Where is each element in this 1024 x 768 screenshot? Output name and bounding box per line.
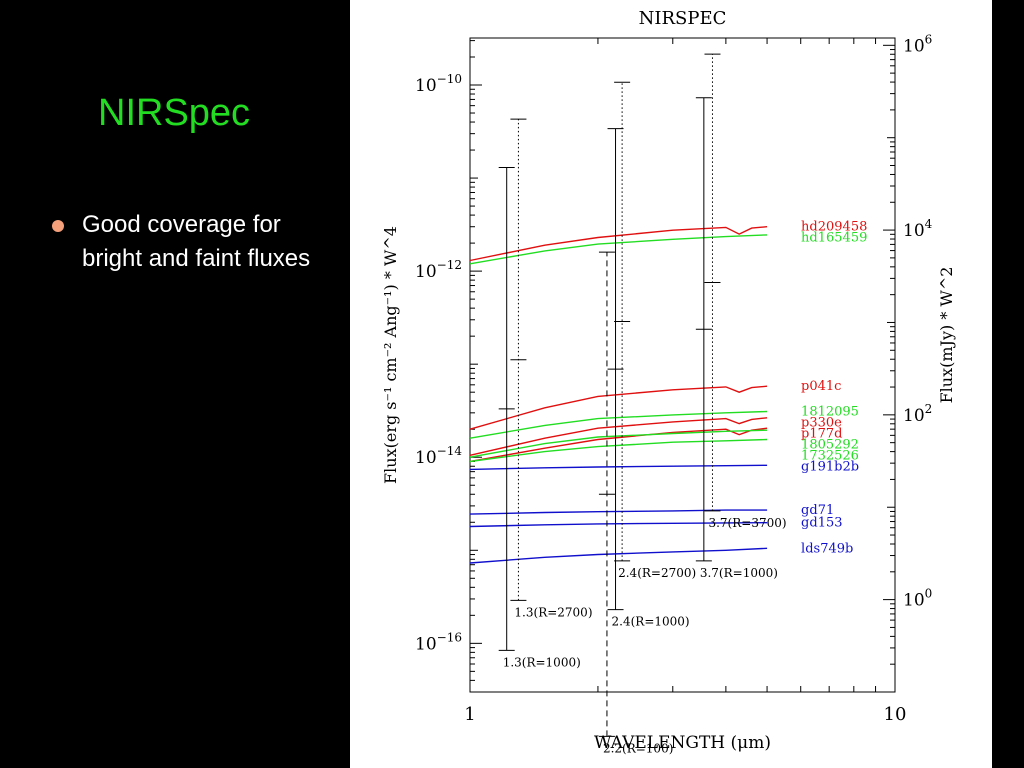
sensitivity-label: 1.3(R=2700): [514, 605, 592, 619]
y-tick-label: 10−12: [415, 258, 462, 282]
series-label: 1812095: [801, 405, 859, 420]
series-line: [469, 464, 768, 471]
right-border: [992, 0, 1024, 768]
series-line: [469, 509, 768, 515]
y2-tick-label: 104: [903, 217, 933, 241]
bullet-item: Good coverage for bright and faint fluxe…: [52, 208, 342, 276]
plot-frame: [469, 37, 896, 693]
series-label: p330e: [801, 416, 842, 431]
chart-title: NIRSPEC: [639, 8, 727, 29]
series-line: [469, 234, 768, 265]
sensitivity-label: 2.2(R=100): [603, 741, 673, 755]
y-tick-label: 10−10: [415, 72, 462, 96]
series-line: [469, 385, 768, 430]
bullet-text: Good coverage for bright and faint fluxe…: [82, 211, 311, 272]
sensitivity-label: 3.7(R=3700): [708, 516, 786, 530]
series-label: hd209458: [801, 220, 867, 235]
series-label: hd165459: [801, 231, 867, 246]
slide-title: NIRSpec: [98, 92, 251, 134]
y2-tick-label: 106: [903, 32, 932, 56]
series-label: lds749b: [801, 541, 853, 556]
series-line: [469, 438, 768, 463]
series-label: gd153: [801, 516, 842, 531]
x-axis-label: WAVELENGTH (μm): [594, 733, 771, 753]
series-label: 1805292: [801, 438, 859, 453]
sensitivity-label: 3.7(R=1000): [700, 566, 778, 580]
bullet-list: Good coverage for bright and faint fluxe…: [52, 208, 342, 276]
series-label: gd71: [801, 503, 834, 518]
series-label: p177d: [801, 427, 842, 442]
x-tick-label: 1: [464, 704, 475, 725]
spectra-chart: NIRSPEC 1 10 10−10 10−12 10−14 10−16 100 102 104 1…: [381, 8, 956, 755]
series-line: [469, 522, 768, 528]
y2-tick-label: 100: [903, 587, 932, 611]
y2-axis-label: Flux(mJy) * W^2: [937, 267, 956, 404]
series-line: [469, 547, 768, 564]
sensitivity-label: 1.3(R=1000): [503, 655, 581, 669]
series-line: [469, 226, 768, 262]
y-axis-label: Flux(erg s⁻¹ cm⁻² Ang⁻¹) * W^4: [381, 226, 400, 484]
y2-tick-label: 102: [903, 402, 932, 426]
series-label: g191b2b: [801, 460, 859, 475]
series-label: 1732526: [801, 449, 859, 464]
y-tick-label: 10−16: [415, 630, 462, 654]
x-tick-label: 10: [884, 704, 907, 725]
chart-panel: NIRSPEC 1 10 10−10 10−12 10−14 10−16 100 102 104 1…: [350, 0, 992, 768]
series-line: [469, 410, 768, 439]
series-line: [469, 429, 768, 458]
series-line: [469, 417, 768, 456]
sensitivity-label: 2.4(R=2700): [618, 566, 696, 580]
bullet-dot-icon: [52, 220, 64, 232]
y-tick-label: 10−14: [415, 444, 462, 468]
sensitivity-label: 2.4(R=1000): [612, 615, 690, 629]
series-label: p041c: [801, 379, 841, 394]
